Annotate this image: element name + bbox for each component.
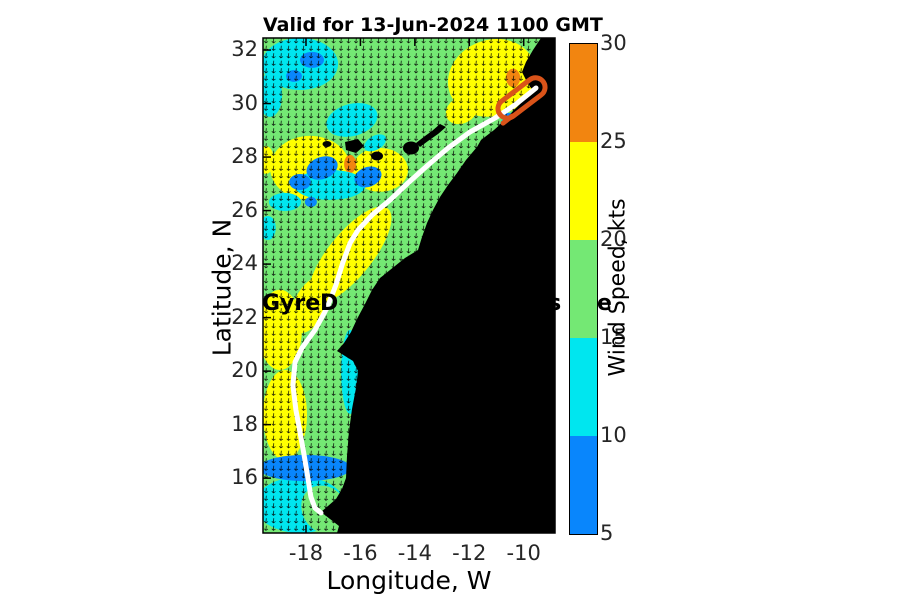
y-tick-label: 16 [231,465,258,490]
colorbar-segment-25-30-kts [570,44,597,142]
colorbar-label: Wind Speed, kts [605,198,631,377]
overlay-text-fragment-0: Gyre [262,291,321,316]
overlay-text-fragment-2: ss [535,291,562,316]
overlay-text-fragment-3: e [597,291,612,316]
vehicle-track-line [290,85,539,516]
colorbar [569,43,598,535]
x-tick-label: -14 [397,541,432,565]
x-tick-label: -12 [452,541,487,565]
colorbar-tick-label: 15 [600,325,627,349]
land-mass-africa [321,38,555,533]
position-marker-capsule [495,75,548,121]
map-area [263,38,555,533]
colorbar-segment-15-20-kts [570,240,597,338]
y-tick-label: 22 [231,304,258,329]
y-tick-label: 30 [231,90,258,115]
plot-title: Valid for 13-Jun-2024 1100 GMT [263,14,603,36]
island-tenerife [345,139,364,153]
axis-tick-marks [263,38,555,533]
colorbar-segment-20-25-kts [570,142,597,240]
x-axis-label: Longitude, W [326,566,492,595]
colorbar-tick-label: 20 [600,227,627,251]
y-tick-label: 24 [231,251,258,276]
y-tick-label: 18 [231,411,258,436]
colorbar-segment-5-10-kts [570,436,597,534]
colorbar-tick-label: 30 [600,31,627,55]
colorbar-segment-10-15-kts [570,338,597,436]
y-tick-label: 32 [231,37,258,62]
x-tick-label: -10 [506,541,541,565]
colorbar-tick-label: 5 [600,521,614,545]
overlay-text-fragment-1: D [320,291,339,316]
island-fuerteventura-lanzarote [416,124,446,147]
x-tick-label: -16 [343,541,378,565]
colorbar-tick-label: 10 [600,423,627,447]
x-tick-label: -18 [288,541,324,565]
plot-frame [262,37,556,534]
island-gran-canaria [403,141,419,155]
island-la-gomera [371,151,383,161]
y-tick-label: 20 [231,358,258,383]
colorbar-tick-label: 25 [600,129,627,153]
canary-islands [322,124,446,161]
y-tick-label: 28 [231,144,258,169]
vehicle-track-layer [290,75,548,516]
island-la-palma [322,141,332,147]
y-tick-label: 26 [231,197,258,222]
